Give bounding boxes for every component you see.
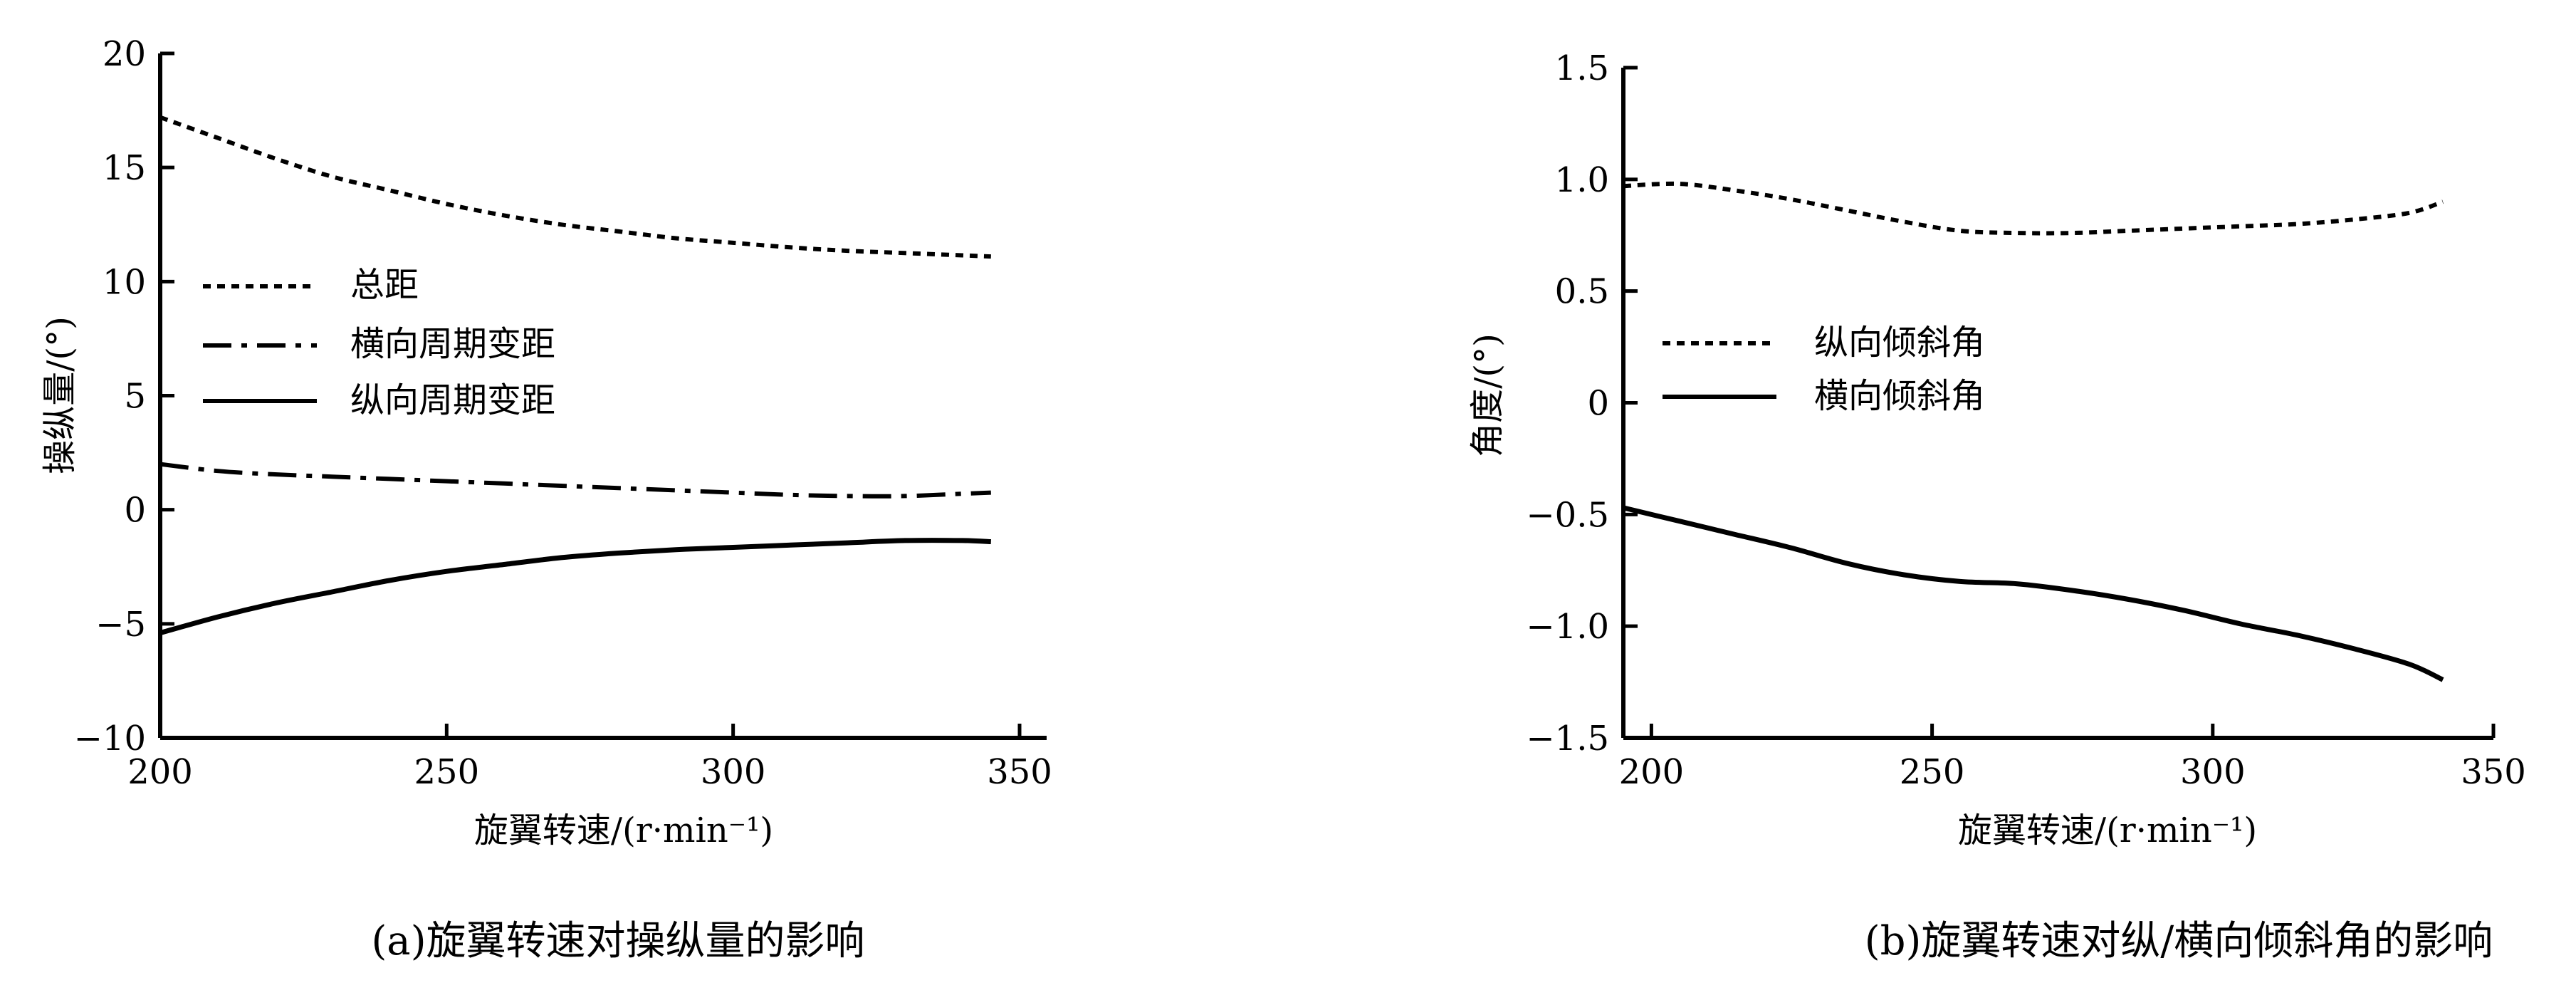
- x-tick-label: 200: [1619, 752, 1685, 792]
- y-tick-label: −0.5: [1526, 495, 1609, 535]
- y-tick-label: 0: [124, 491, 146, 531]
- y-tick-label: 20: [103, 34, 146, 74]
- legend-label-series-1: 纵向倾斜角: [1814, 323, 1985, 363]
- chart-a-x-label: 旋翼转速/(r·min⁻¹): [474, 811, 773, 850]
- y-tick-label: 1.5: [1555, 48, 1609, 88]
- y-tick-label: 0: [1587, 384, 1609, 424]
- x-tick-label: 250: [1900, 752, 1965, 792]
- chart-a-y-ticks: 20 15 10 5 0 −5 −10: [74, 34, 174, 759]
- y-tick-label: −10: [74, 719, 146, 759]
- chart-b-legend: 纵向倾斜角 横向倾斜角: [1663, 323, 1985, 416]
- y-tick-label: 0.5: [1555, 272, 1609, 312]
- x-tick-label: 300: [701, 752, 766, 792]
- y-tick-label: −1.0: [1526, 607, 1609, 647]
- chart-b-x-ticks: 200 250 300 350: [1619, 724, 2526, 792]
- chart-a-caption: (a)旋翼转速对操纵量的影响: [371, 918, 864, 964]
- legend-label-series-3: 纵向周期变距: [350, 380, 555, 420]
- x-tick-label: 250: [414, 752, 480, 792]
- y-tick-label: 15: [103, 148, 146, 188]
- chart-b: 1.5 1.0 0.5 0 −0.5 −1.0 −1.5 200 250 300 350 纵向倾斜…: [1467, 48, 2526, 964]
- legend-label-series-2: 横向周期变距: [350, 324, 555, 364]
- series-line-2: [1623, 505, 2444, 682]
- chart-b-y-ticks: 1.5 1.0 0.5 0 −0.5 −1.0 −1.5: [1526, 48, 1638, 759]
- x-tick-label: 300: [2180, 752, 2246, 792]
- x-tick-label: 350: [987, 752, 1052, 792]
- chart-a: 20 15 10 5 0 −5 −10 200 250 300 350 总距 横向周期变距 纵向周…: [40, 34, 1052, 964]
- y-tick-label: −5: [95, 605, 146, 645]
- y-tick-label: 5: [124, 377, 146, 417]
- series-line-2: [159, 462, 991, 499]
- chart-b-x-label: 旋翼转速/(r·min⁻¹): [1958, 811, 2257, 850]
- y-tick-label: 10: [103, 262, 146, 302]
- x-tick-label: 200: [127, 752, 193, 792]
- chart-a-x-ticks: 200 250 300 350: [127, 724, 1052, 792]
- series-line-1: [159, 115, 991, 259]
- legend-label-series-1: 总距: [350, 265, 419, 305]
- chart-a-legend: 总距 横向周期变距 纵向周期变距: [203, 265, 555, 420]
- x-tick-label: 350: [2461, 752, 2526, 792]
- series-line-3: [159, 538, 991, 635]
- y-tick-label: 1.0: [1555, 160, 1609, 200]
- series-line-1: [1623, 181, 2444, 236]
- y-tick-label: −1.5: [1526, 719, 1609, 759]
- legend-label-series-2: 横向倾斜角: [1814, 376, 1985, 416]
- chart-b-series: [1623, 181, 2444, 682]
- chart-b-y-label: 角度/(°): [1467, 333, 1507, 457]
- chart-b-caption: (b)旋翼转速对纵/横向倾斜角的影响: [1865, 918, 2493, 964]
- chart-a-series: [159, 115, 991, 635]
- chart-a-y-label: 操纵量/(°): [40, 316, 80, 474]
